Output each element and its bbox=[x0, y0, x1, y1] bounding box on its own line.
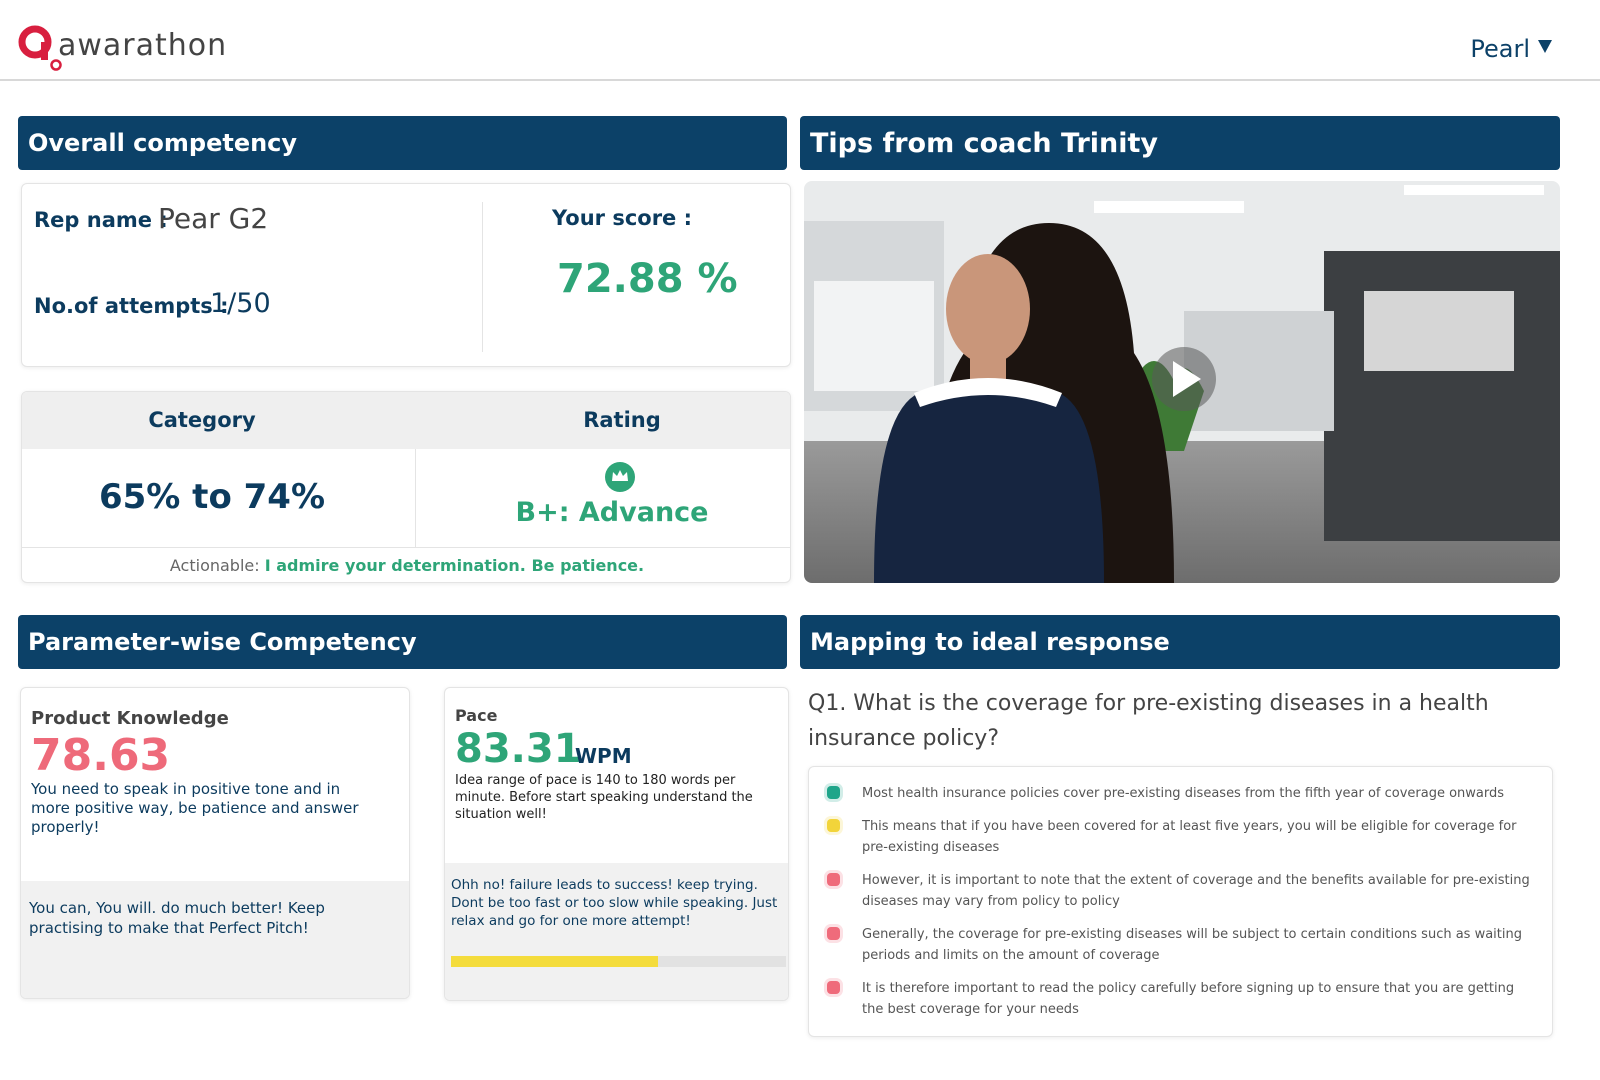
score-card: Rep name : Pear G2 No.of attempts : 1/50… bbox=[21, 183, 791, 367]
parameter-name: Product Knowledge bbox=[31, 708, 229, 729]
parameter-feedback: You can, You will. do much better! Keep … bbox=[29, 899, 325, 937]
category-table: Category Rating 65% to 74% B+: Advance A… bbox=[21, 391, 791, 583]
response-text: This means that if you have been covered… bbox=[862, 819, 1517, 855]
panel-title: Mapping to ideal response bbox=[800, 615, 1560, 669]
top-bar: awarathon Pearl bbox=[0, 0, 1600, 81]
attempts-label: No.of attempts : bbox=[34, 294, 229, 318]
parameter-card: Product Knowledge 78.63 You need to spea… bbox=[20, 687, 410, 999]
table-header bbox=[22, 392, 790, 449]
rep-label: Rep name : bbox=[34, 208, 168, 232]
progress-fill bbox=[451, 956, 658, 967]
divider bbox=[22, 547, 790, 548]
divider bbox=[415, 449, 416, 547]
actionable-text: I admire your determination. Be patience… bbox=[264, 556, 645, 575]
user-name[interactable]: Pearl bbox=[1470, 35, 1530, 63]
parameter-card: Pace 83.31 WPM Idea range of pace is 140… bbox=[444, 687, 789, 1001]
response-item: This means that if you have been covered… bbox=[825, 816, 1532, 858]
rep-name: Pear G2 bbox=[158, 202, 269, 235]
column-header: Category bbox=[148, 408, 256, 432]
status-icon bbox=[827, 981, 840, 994]
panel-title: Tips from coach Trinity bbox=[800, 116, 1560, 170]
response-item: Most health insurance policies cover pre… bbox=[825, 783, 1532, 804]
logo-icon bbox=[18, 25, 62, 71]
column-header: Rating bbox=[583, 408, 661, 432]
response-text: Most health insurance policies cover pre… bbox=[862, 786, 1505, 801]
coach-video[interactable] bbox=[804, 181, 1560, 583]
status-icon bbox=[827, 786, 840, 799]
parameter-name: Pace bbox=[455, 706, 498, 725]
actionable: Actionable: I admire your determination.… bbox=[22, 556, 790, 575]
response-item: It is therefore important to read the po… bbox=[825, 978, 1532, 1020]
parameter-unit: WPM bbox=[575, 744, 632, 768]
response-text: However, it is important to note that th… bbox=[862, 873, 1530, 909]
rating: B+: Advance bbox=[515, 497, 709, 528]
response-text: Generally, the coverage for pre-existing… bbox=[862, 927, 1522, 963]
parameter-feedback: Ohh no! failure leads to success! keep t… bbox=[451, 877, 778, 929]
status-icon bbox=[827, 927, 840, 940]
parameter-description: Idea range of pace is 140 to 180 words p… bbox=[455, 773, 753, 822]
score-label: Your score : bbox=[552, 206, 693, 230]
actionable-label: Actionable: bbox=[169, 556, 260, 575]
feedback-box bbox=[21, 881, 409, 998]
crown-icon bbox=[605, 462, 635, 492]
category: 65% to 74% bbox=[98, 477, 326, 517]
parameter-value: 78.63 bbox=[31, 730, 171, 781]
parameter-value: 83.31 bbox=[455, 726, 582, 772]
divider bbox=[482, 202, 483, 352]
response-item: Generally, the coverage for pre-existing… bbox=[825, 924, 1532, 966]
response-text: It is therefore important to read the po… bbox=[862, 981, 1515, 1017]
parameter-description: You need to speak in positive tone and i… bbox=[31, 780, 359, 836]
question: Q1. What is the coverage for pre-existin… bbox=[808, 691, 1489, 751]
feedback-box bbox=[445, 863, 788, 1000]
score: 72.88 % bbox=[557, 256, 738, 302]
response-list: Most health insurance policies cover pre… bbox=[808, 766, 1553, 1037]
status-icon bbox=[827, 819, 840, 832]
response-item: However, it is important to note that th… bbox=[825, 870, 1532, 912]
play-icon[interactable] bbox=[1173, 361, 1201, 397]
status-icon bbox=[827, 873, 840, 886]
user-menu-arrow[interactable] bbox=[1538, 40, 1552, 53]
panel-title: Overall competency bbox=[18, 116, 787, 170]
attempts: 1/50 bbox=[210, 288, 271, 319]
logo-text: awarathon bbox=[58, 28, 228, 63]
panel-title: Parameter-wise Competency bbox=[18, 615, 787, 669]
